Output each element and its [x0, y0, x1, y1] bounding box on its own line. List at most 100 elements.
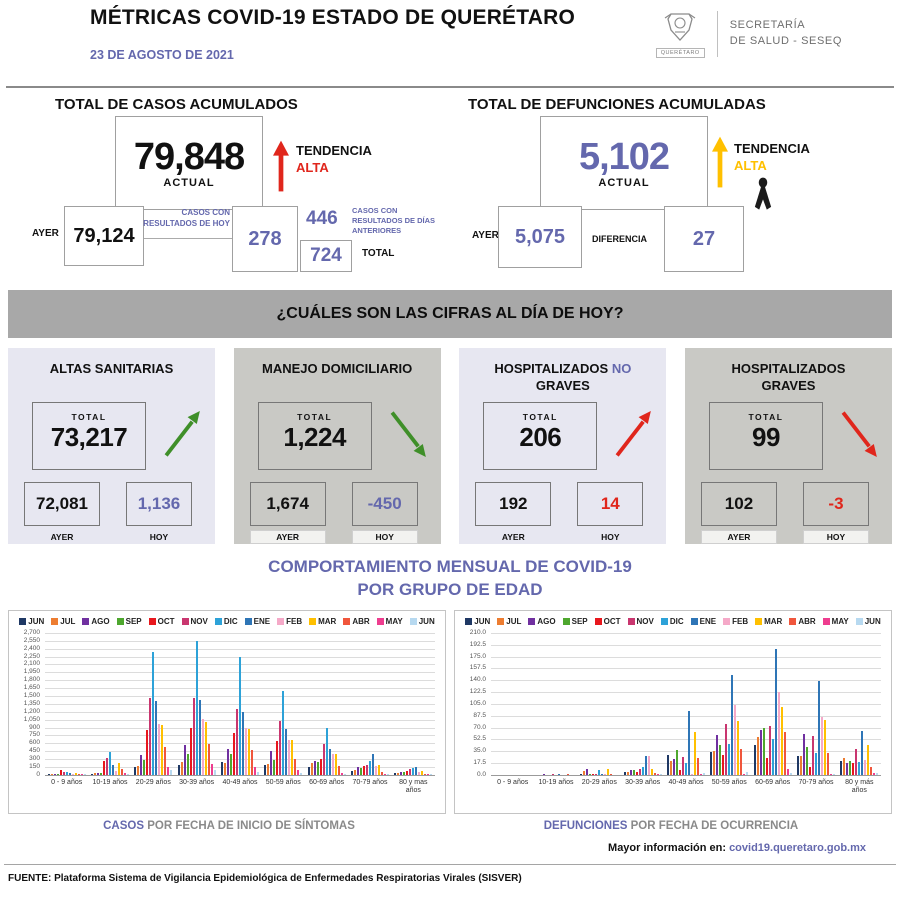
bar [291, 740, 294, 775]
cases-previous-days-label: CASOS CON RESULTADOS DE DÍAS ANTERIORES [352, 206, 436, 236]
legend-label: NOV [636, 616, 654, 626]
legend-item: AGO [528, 616, 556, 626]
legend-swatch-icon [594, 617, 602, 625]
bar [276, 741, 279, 775]
bar [647, 755, 650, 775]
legend-label: OCT [603, 616, 621, 626]
legend-label: JUN [474, 616, 491, 626]
gridline [491, 774, 881, 776]
x-axis-label: 40-49 años [668, 778, 704, 786]
trend-diagonal-arrow-icon [615, 411, 652, 457]
cases-today-results-value: 278 [248, 227, 282, 250]
legend-label: MAR [318, 616, 337, 626]
queretaro-crest-icon [664, 13, 696, 41]
bar [852, 763, 855, 775]
legend-swatch-icon [660, 617, 668, 625]
bar-groups [491, 633, 881, 775]
legend-label: OCT [157, 616, 175, 626]
bar [50, 773, 53, 775]
x-axis-label: 70-79 años [352, 778, 388, 786]
logo-block: QUERÉTARO SECRETARÍA DE SALUD - SESEQ [655, 10, 842, 58]
bar [279, 721, 282, 775]
card-ayer-box: 72,081 [24, 482, 100, 526]
bar-group [664, 633, 707, 775]
charts-title-line2: POR GRUPO DE EDAD [357, 579, 543, 599]
bar-group [45, 633, 88, 775]
y-axis: 0.0 17.5 35.0 52.5 70.0 87.5 105.0 122.5 140.0 15… [457, 629, 491, 778]
bar [713, 750, 716, 775]
bar [192, 698, 195, 775]
bar [111, 765, 114, 775]
bar [731, 674, 734, 775]
more-info: Mayor información en: covid19.queretaro.… [0, 832, 900, 856]
card-hoy-label: HOY [601, 532, 620, 542]
gridline [491, 727, 881, 729]
card-ayer-value: 1,674 [266, 494, 309, 513]
more-info-link[interactable]: covid19.queretaro.gob.mx [729, 841, 866, 854]
legend-item: NOV [627, 616, 654, 626]
bar [687, 710, 690, 775]
bar [380, 772, 383, 775]
legend-swatch-icon [343, 617, 351, 625]
bar-group [305, 633, 348, 775]
gridline [491, 644, 881, 646]
bar [403, 772, 406, 775]
card-hoy-value: 14 [600, 494, 620, 513]
y-tick-label: 2,400 [23, 644, 40, 652]
y-tick-label: 300 [29, 755, 40, 763]
y-tick-label: 35.0 [473, 747, 486, 755]
bar [635, 771, 638, 775]
card-title-text: ALTAS SANITARIAS [49, 361, 174, 376]
legend-item: SEP [116, 617, 142, 626]
bar [386, 773, 389, 775]
bar [137, 766, 140, 775]
page-title: MÉTRICAS COVID-19 ESTADO DE QUERÉTARO [90, 6, 575, 29]
cases-ayer-label: AYER [32, 228, 59, 239]
bar [164, 747, 167, 775]
legend-swatch-icon [627, 617, 635, 625]
legend-swatch-icon [497, 617, 505, 625]
bar [681, 757, 684, 775]
bar [696, 757, 699, 775]
legend-item: JUN [855, 617, 881, 626]
bar [743, 773, 746, 775]
legend-swatch-icon [409, 617, 417, 625]
bar [746, 771, 749, 775]
card-total-box: TOTAL 206 [483, 402, 598, 470]
bar [264, 764, 267, 775]
bar [737, 721, 740, 775]
bar [771, 739, 774, 775]
legend-item: JUN [409, 617, 435, 626]
card-total-box: TOTAL 99 [708, 402, 823, 470]
bar [114, 770, 117, 775]
bar [421, 770, 424, 775]
legend-item: MAY [376, 617, 403, 626]
bar [684, 763, 687, 775]
card-hoy-box: -3 [802, 482, 869, 526]
bar [183, 745, 186, 775]
y-tick-label: 210.0 [469, 628, 486, 636]
legend-label: SEP [571, 616, 588, 626]
card-total-box: TOTAL 1,224 [257, 402, 372, 470]
bar-group [578, 633, 621, 775]
bar [68, 772, 71, 775]
bar [319, 758, 322, 775]
logo-divider [716, 11, 718, 57]
bar [870, 767, 873, 775]
bar [198, 700, 201, 775]
deaths-actual-label: ACTUAL [598, 176, 650, 189]
gridline [491, 715, 881, 717]
bar [638, 769, 641, 775]
bar [811, 735, 814, 775]
y-tick-label: 2,100 [23, 660, 40, 668]
bar [53, 773, 56, 775]
y-tick-label: 175.0 [469, 652, 486, 660]
y-tick-label: 900 [29, 723, 40, 731]
gridline [491, 632, 881, 634]
legend-item: AGO [82, 617, 110, 626]
bar-group [348, 633, 391, 775]
bar [282, 690, 285, 775]
bar [256, 771, 259, 775]
legend-swatch-icon [19, 617, 27, 625]
legend-label: AGO [537, 616, 556, 626]
